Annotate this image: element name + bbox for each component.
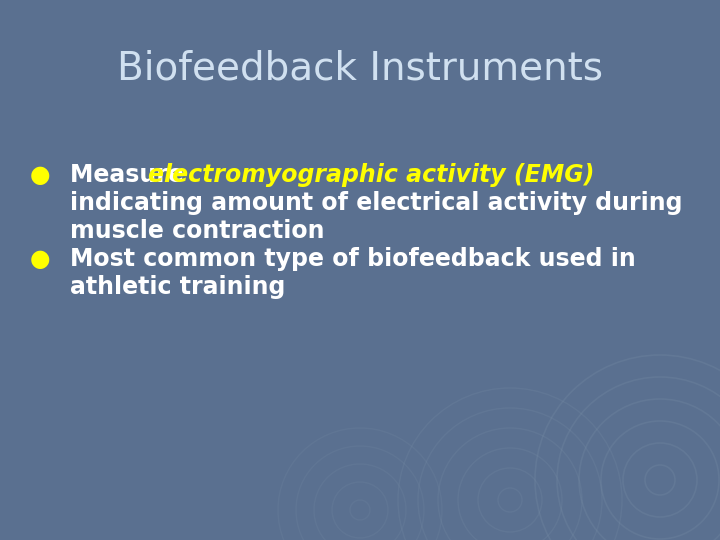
Text: ●: ● [30, 163, 50, 187]
Text: electromyographic activity (EMG): electromyographic activity (EMG) [148, 163, 595, 187]
Text: Biofeedback Instruments: Biofeedback Instruments [117, 50, 603, 88]
Text: ●: ● [30, 247, 50, 271]
Text: muscle contraction: muscle contraction [70, 219, 325, 243]
Text: Most common type of biofeedback used in: Most common type of biofeedback used in [70, 247, 636, 271]
Text: athletic training: athletic training [70, 275, 285, 299]
Text: indicating amount of electrical activity during: indicating amount of electrical activity… [70, 191, 683, 215]
Text: Measure: Measure [70, 163, 192, 187]
